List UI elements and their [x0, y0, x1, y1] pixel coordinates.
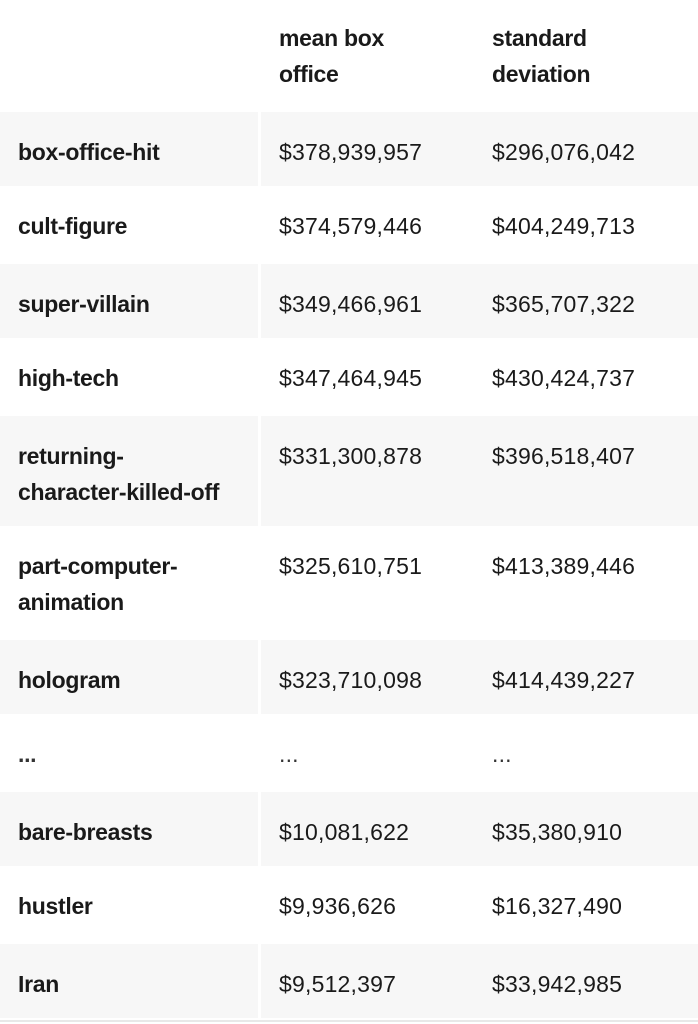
keyword-cell: part-computer- animation	[0, 526, 258, 640]
std-cell: $404,249,713	[474, 186, 698, 264]
mean-cell: $9,936,626	[261, 866, 474, 944]
header-mean-line-1: mean box	[279, 25, 384, 51]
keyword-text: box-office-hit	[18, 139, 160, 165]
keyword-cell: box-office-hit	[0, 112, 258, 186]
keyword-cell: cult-figure	[0, 186, 258, 264]
keyword-text: hustler	[18, 893, 93, 919]
keyword-text: bare-breasts	[18, 819, 153, 845]
keyword-text: cult-figure	[18, 213, 128, 239]
header-std-line-1: standard	[492, 25, 587, 51]
keyword-text: high-tech	[18, 365, 119, 391]
std-cell: $33,942,985	[474, 944, 698, 1018]
header-mean-box-office: mean box office	[261, 0, 474, 112]
keyword-text: ...	[18, 741, 37, 767]
table-row: hustler $9,936,626 $16,327,490	[0, 866, 698, 944]
std-cell: $365,707,322	[474, 264, 698, 338]
mean-cell: $323,710,098	[261, 640, 474, 714]
table-row: box-office-hit $378,939,957 $296,076,042	[0, 112, 698, 186]
std-cell: $296,076,042	[474, 112, 698, 186]
keyword-text-line-2: character-killed-off	[18, 479, 220, 505]
mean-cell: $331,300,878	[261, 416, 474, 526]
keyword-cell: high-tech	[0, 338, 258, 416]
keyword-text: Iran	[18, 971, 59, 997]
table-row: cult-figure $374,579,446 $404,249,713	[0, 186, 698, 264]
std-cell: $413,389,446	[474, 526, 698, 640]
table-row: super-villain $349,466,961 $365,707,322	[0, 264, 698, 338]
mean-cell: ...	[261, 714, 474, 792]
std-cell: $396,518,407	[474, 416, 698, 526]
mean-cell: $9,512,397	[261, 944, 474, 1018]
mean-cell: $325,610,751	[261, 526, 474, 640]
std-cell: ...	[474, 714, 698, 792]
table-row: high-tech $347,464,945 $430,424,737	[0, 338, 698, 416]
keyword-cell: hologram	[0, 640, 258, 714]
keyword-cell: returning- character-killed-off	[0, 416, 258, 526]
keyword-cell: super-villain	[0, 264, 258, 338]
table-bottom-divider	[0, 1020, 698, 1022]
mean-cell: $349,466,961	[261, 264, 474, 338]
keyword-cell: Iran	[0, 944, 258, 1018]
std-cell: $414,439,227	[474, 640, 698, 714]
std-cell: $430,424,737	[474, 338, 698, 416]
mean-cell: $378,939,957	[261, 112, 474, 186]
mean-cell: $347,464,945	[261, 338, 474, 416]
mean-cell: $374,579,446	[261, 186, 474, 264]
keyword-text-line-2: animation	[18, 589, 124, 615]
keyword-text: super-villain	[18, 291, 150, 317]
std-cell: $35,380,910	[474, 792, 698, 866]
keyword-text-line-1: returning-	[18, 443, 124, 469]
keyword-cell: ...	[0, 714, 258, 792]
table-row: Iran $9,512,397 $33,942,985	[0, 944, 698, 1018]
keyword-text: hologram	[18, 667, 121, 693]
keyword-text-line-1: part-computer-	[18, 553, 178, 579]
table-row: bare-breasts $10,081,622 $35,380,910	[0, 792, 698, 866]
table-header-row: mean box office standard deviation	[0, 0, 698, 112]
keyword-cell: hustler	[0, 866, 258, 944]
table-row: returning- character-killed-off $331,300…	[0, 416, 698, 526]
keyword-cell: bare-breasts	[0, 792, 258, 866]
table-row: hologram $323,710,098 $414,439,227	[0, 640, 698, 714]
table-row: part-computer- animation $325,610,751 $4…	[0, 526, 698, 640]
std-cell: $16,327,490	[474, 866, 698, 944]
table-row-ellipsis: ... ... ...	[0, 714, 698, 792]
header-std-line-2: deviation	[492, 61, 591, 87]
mean-cell: $10,081,622	[261, 792, 474, 866]
header-mean-line-2: office	[279, 61, 339, 87]
header-keyword-cell	[0, 0, 258, 112]
header-standard-deviation: standard deviation	[474, 0, 698, 112]
